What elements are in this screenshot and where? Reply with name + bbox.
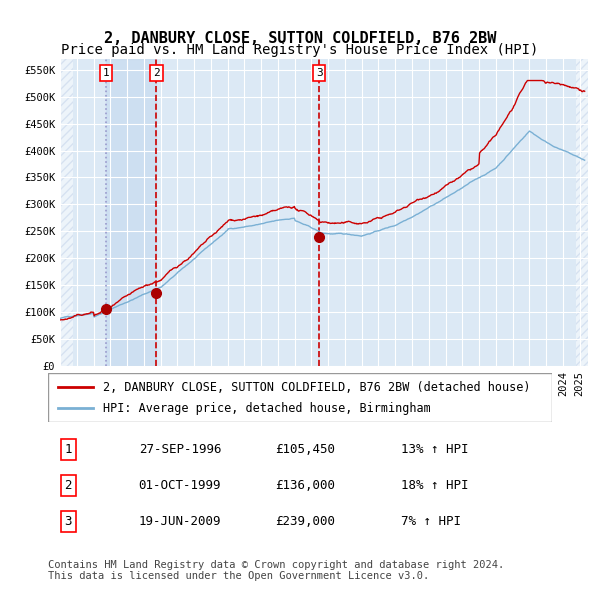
FancyBboxPatch shape xyxy=(48,373,552,422)
Text: 18% ↑ HPI: 18% ↑ HPI xyxy=(401,479,468,492)
Text: 2, DANBURY CLOSE, SUTTON COLDFIELD, B76 2BW: 2, DANBURY CLOSE, SUTTON COLDFIELD, B76 … xyxy=(104,31,496,46)
Bar xyxy=(576,59,593,366)
Text: £105,450: £105,450 xyxy=(275,443,335,456)
Text: 7% ↑ HPI: 7% ↑ HPI xyxy=(401,515,461,528)
Text: £239,000: £239,000 xyxy=(275,515,335,528)
Text: 2, DANBURY CLOSE, SUTTON COLDFIELD, B76 2BW (detached house): 2, DANBURY CLOSE, SUTTON COLDFIELD, B76 … xyxy=(103,381,531,394)
Text: £136,000: £136,000 xyxy=(275,479,335,492)
Text: 13% ↑ HPI: 13% ↑ HPI xyxy=(401,443,468,456)
Text: HPI: Average price, detached house, Birmingham: HPI: Average price, detached house, Birm… xyxy=(103,402,431,415)
Bar xyxy=(106,59,157,366)
Text: 19-JUN-2009: 19-JUN-2009 xyxy=(139,515,221,528)
Text: 1: 1 xyxy=(103,68,109,78)
Text: Price paid vs. HM Land Registry's House Price Index (HPI): Price paid vs. HM Land Registry's House … xyxy=(61,43,539,57)
Text: 2: 2 xyxy=(64,479,72,492)
Text: 3: 3 xyxy=(64,515,72,528)
Text: 1: 1 xyxy=(64,443,72,456)
Text: 01-OCT-1999: 01-OCT-1999 xyxy=(139,479,221,492)
Text: 3: 3 xyxy=(316,68,323,78)
Text: Contains HM Land Registry data © Crown copyright and database right 2024.
This d: Contains HM Land Registry data © Crown c… xyxy=(48,559,504,581)
Text: 27-SEP-1996: 27-SEP-1996 xyxy=(139,443,221,456)
Bar xyxy=(60,59,73,366)
Text: 2: 2 xyxy=(153,68,160,78)
